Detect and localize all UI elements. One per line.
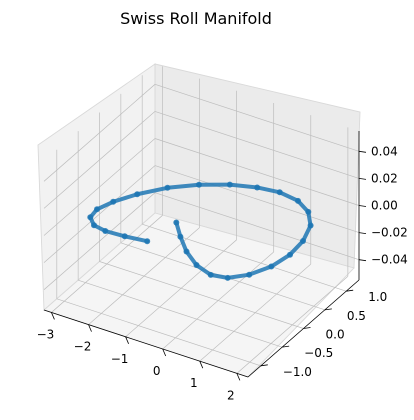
tick-labels: −3 −2 −1 0 1 2 −1.0 −0.5 0.00.51.0 −0.04 −0.02 0.00… bbox=[37, 144, 408, 402]
data-segment bbox=[287, 239, 306, 257]
y-tick-label: 1.0 bbox=[368, 290, 387, 304]
x-tick-label: −2 bbox=[74, 340, 92, 354]
chart-title: Swiss Roll Manifold bbox=[120, 9, 272, 28]
grid-line-z bbox=[154, 138, 360, 206]
data-segment bbox=[225, 272, 252, 280]
x-tick-label: −3 bbox=[37, 327, 55, 341]
grid-line-z bbox=[43, 84, 156, 182]
z-tick-label: 0.02 bbox=[371, 171, 398, 185]
data-segment bbox=[277, 190, 300, 203]
grid-line-z bbox=[43, 138, 156, 236]
x-tick-mark bbox=[125, 336, 129, 344]
data-segment bbox=[111, 192, 140, 204]
z-tick-label: −0.02 bbox=[371, 226, 408, 240]
y-tick-label: −0.5 bbox=[304, 346, 333, 360]
y-tick-mark bbox=[303, 327, 311, 329]
grid-line-y bbox=[142, 223, 347, 292]
data-segment bbox=[135, 185, 170, 197]
z-tick-label: −0.04 bbox=[371, 253, 408, 267]
z-tick-mark bbox=[358, 205, 367, 207]
data-points bbox=[87, 181, 314, 281]
y-tick-mark bbox=[282, 345, 290, 348]
x-tick-label: 2 bbox=[227, 388, 235, 402]
x-axis-line bbox=[43, 309, 249, 378]
grid-lines bbox=[43, 66, 360, 374]
data-segment bbox=[247, 264, 274, 277]
grid-line-z bbox=[154, 165, 360, 233]
z-tick-mark bbox=[358, 232, 367, 234]
y-tick-label: −1.0 bbox=[283, 365, 312, 379]
grid-line-z bbox=[43, 111, 156, 209]
grid-line-y bbox=[99, 261, 304, 329]
x-tick-label: 0 bbox=[153, 364, 161, 378]
y-tick-mark bbox=[260, 364, 268, 367]
data-point bbox=[144, 238, 151, 245]
grid-line-z bbox=[154, 192, 360, 261]
axes bbox=[43, 131, 367, 381]
x-tick-label: −1 bbox=[111, 352, 129, 366]
y-tick-mark bbox=[324, 308, 332, 311]
x-tick-mark bbox=[199, 361, 204, 369]
data-segment bbox=[227, 182, 260, 190]
z-tick-label: 0.04 bbox=[371, 144, 398, 158]
grid-line-z bbox=[154, 83, 360, 152]
x-tick-mark bbox=[88, 324, 92, 332]
grid-line-y bbox=[78, 279, 283, 348]
z-tick-mark bbox=[358, 178, 367, 180]
z-tick-label: 0.00 bbox=[371, 199, 398, 213]
z-tick-mark bbox=[358, 259, 367, 262]
data-segment bbox=[165, 182, 202, 190]
y-tick-mark bbox=[346, 289, 354, 292]
z-tick-mark bbox=[358, 150, 367, 153]
y-tick-label: 0.5 bbox=[347, 309, 366, 323]
x-tick-mark bbox=[236, 373, 241, 381]
x-tick-mark bbox=[51, 312, 55, 320]
grid-line-z bbox=[154, 111, 360, 179]
data-segment bbox=[103, 228, 127, 239]
data-segment bbox=[255, 185, 282, 195]
grid-line-z bbox=[43, 192, 156, 290]
data-segment bbox=[122, 234, 150, 244]
x-tick-label: 1 bbox=[190, 376, 198, 390]
y-tick-label: 0.0 bbox=[326, 328, 345, 342]
x-tick-mark bbox=[162, 348, 167, 357]
data-segment bbox=[269, 252, 292, 269]
grid-line-y bbox=[56, 298, 261, 367]
grid-line-z bbox=[43, 165, 156, 263]
